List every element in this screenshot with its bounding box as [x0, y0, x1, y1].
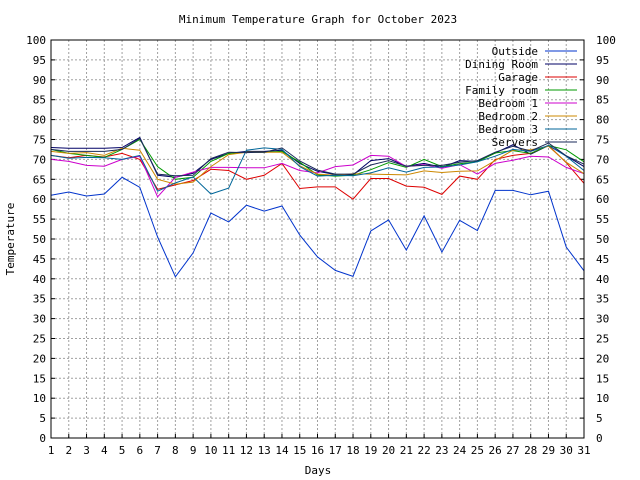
legend-label: Outside	[492, 45, 538, 58]
x-tick-label: 8	[172, 444, 179, 457]
chart-title: Minimum Temperature Graph for October 20…	[179, 13, 457, 26]
series-line-7	[50, 137, 585, 177]
y-tick-label: 75	[33, 134, 46, 147]
x-tick-label: 12	[240, 444, 253, 457]
series-line-6	[50, 144, 585, 195]
series-line-0	[50, 176, 585, 278]
plot-frame	[50, 39, 585, 439]
x-tick-label: 25	[471, 444, 484, 457]
y-tick-label: 35	[33, 293, 46, 306]
x-tick-label: 14	[275, 444, 289, 457]
y-axis-label: Temperature	[4, 203, 17, 276]
y-tick-label: 65	[33, 173, 46, 186]
x-tick-label: 28	[524, 444, 537, 457]
x-tick-label: 30	[560, 444, 573, 457]
y-tick-label: 80	[33, 114, 46, 127]
y-tick-label: 50	[33, 233, 46, 246]
legend-label: Bedroom 1	[478, 97, 538, 110]
y-tick-label-right: 95	[596, 54, 609, 67]
x-tick-label: 7	[154, 444, 161, 457]
x-tick-label: 18	[346, 444, 359, 457]
y-tick-label-right: 70	[596, 153, 609, 166]
grid-lines	[51, 40, 584, 438]
x-tick-label: 11	[222, 444, 235, 457]
x-tick-label: 24	[453, 444, 467, 457]
legend-label: Bedroom 2	[478, 110, 538, 123]
y-tick-label: 70	[33, 153, 46, 166]
y-tick-label-right: 5	[596, 412, 603, 425]
x-tick-label: 19	[364, 444, 377, 457]
y-tick-label: 55	[33, 213, 46, 226]
y-tick-label: 40	[33, 273, 46, 286]
y-tick-label-right: 50	[596, 233, 609, 246]
y-tick-label-right: 85	[596, 94, 609, 107]
x-tick-label: 1	[48, 444, 55, 457]
y-tick-label-right: 40	[596, 273, 609, 286]
x-tick-label: 23	[435, 444, 448, 457]
y-tick-label: 90	[33, 74, 46, 87]
x-tick-label: 21	[400, 444, 413, 457]
y-tick-label-right: 55	[596, 213, 609, 226]
y-tick-label-right: 60	[596, 193, 609, 206]
y-tick-label: 85	[33, 94, 46, 107]
x-tick-label: 13	[258, 444, 271, 457]
x-tick-label: 9	[190, 444, 197, 457]
x-axis-label: Days	[305, 464, 332, 477]
y-tick-label: 15	[33, 372, 46, 385]
legend-label: Family room	[465, 84, 538, 97]
y-tick-label: 5	[39, 412, 46, 425]
x-tick-label: 26	[489, 444, 502, 457]
x-tick-label: 4	[101, 444, 108, 457]
x-tick-label: 3	[83, 444, 90, 457]
series-line-2	[50, 144, 585, 200]
legend-label: Dining Room	[465, 58, 538, 71]
y-tick-label: 100	[26, 34, 46, 47]
y-tick-label: 60	[33, 193, 46, 206]
y-tick-label-right: 15	[596, 372, 609, 385]
y-tick-label-right: 30	[596, 313, 609, 326]
x-tick-label: 15	[293, 444, 306, 457]
y-tick-label-right: 75	[596, 134, 609, 147]
legend-label: Bedroom 3	[478, 123, 538, 136]
series-lines	[50, 136, 585, 278]
y-tick-label-right: 90	[596, 74, 609, 87]
series-line-3	[50, 138, 585, 180]
y-tick-label-right: 65	[596, 173, 609, 186]
x-tick-label: 16	[311, 444, 324, 457]
x-tick-label: 31	[577, 444, 590, 457]
y-tick-label-right: 35	[596, 293, 609, 306]
x-tick-label: 2	[65, 444, 72, 457]
y-tick-label: 30	[33, 313, 46, 326]
y-tick-label-right: 0	[596, 432, 603, 445]
y-tick-label: 45	[33, 253, 46, 266]
y-tick-label: 10	[33, 392, 46, 405]
x-tick-label: 29	[542, 444, 555, 457]
y-tick-label: 25	[33, 333, 46, 346]
x-tick-label: 22	[417, 444, 430, 457]
y-tick-label-right: 10	[596, 392, 609, 405]
legend-label: Garage	[498, 71, 538, 84]
y-tick-label-right: 20	[596, 352, 609, 365]
y-tick-label-right: 80	[596, 114, 609, 127]
x-tick-label: 10	[204, 444, 217, 457]
y-tick-label-right: 100	[596, 34, 616, 47]
y-tick-label: 20	[33, 352, 46, 365]
x-tick-label: 6	[137, 444, 144, 457]
legend-label: Servers	[492, 136, 538, 149]
y-tick-label-right: 45	[596, 253, 609, 266]
x-tick-label: 20	[382, 444, 395, 457]
y-tick-label: 0	[39, 432, 46, 445]
y-tick-label-right: 25	[596, 333, 609, 346]
x-tick-label: 5	[119, 444, 126, 457]
y-tick-label: 95	[33, 54, 46, 67]
series-line-5	[50, 145, 585, 185]
x-tick-label: 17	[329, 444, 342, 457]
x-tick-label: 27	[506, 444, 519, 457]
